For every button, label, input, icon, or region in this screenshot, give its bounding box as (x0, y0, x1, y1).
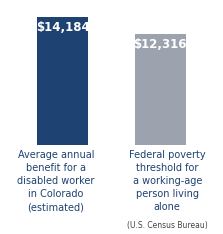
Text: Average annual
benefit for a
disabled worker
in Colorado
(estimated): Average annual benefit for a disabled wo… (17, 150, 94, 212)
Bar (37, 17, 88, 145)
Text: $14,184: $14,184 (36, 21, 89, 34)
Text: Federal poverty
threshold for
a working-age
person living
alone: Federal poverty threshold for a working-… (129, 150, 206, 212)
Text: (U.S. Census Bureau): (U.S. Census Bureau) (127, 221, 208, 230)
Bar (135, 33, 186, 145)
Text: $12,316: $12,316 (134, 38, 187, 51)
